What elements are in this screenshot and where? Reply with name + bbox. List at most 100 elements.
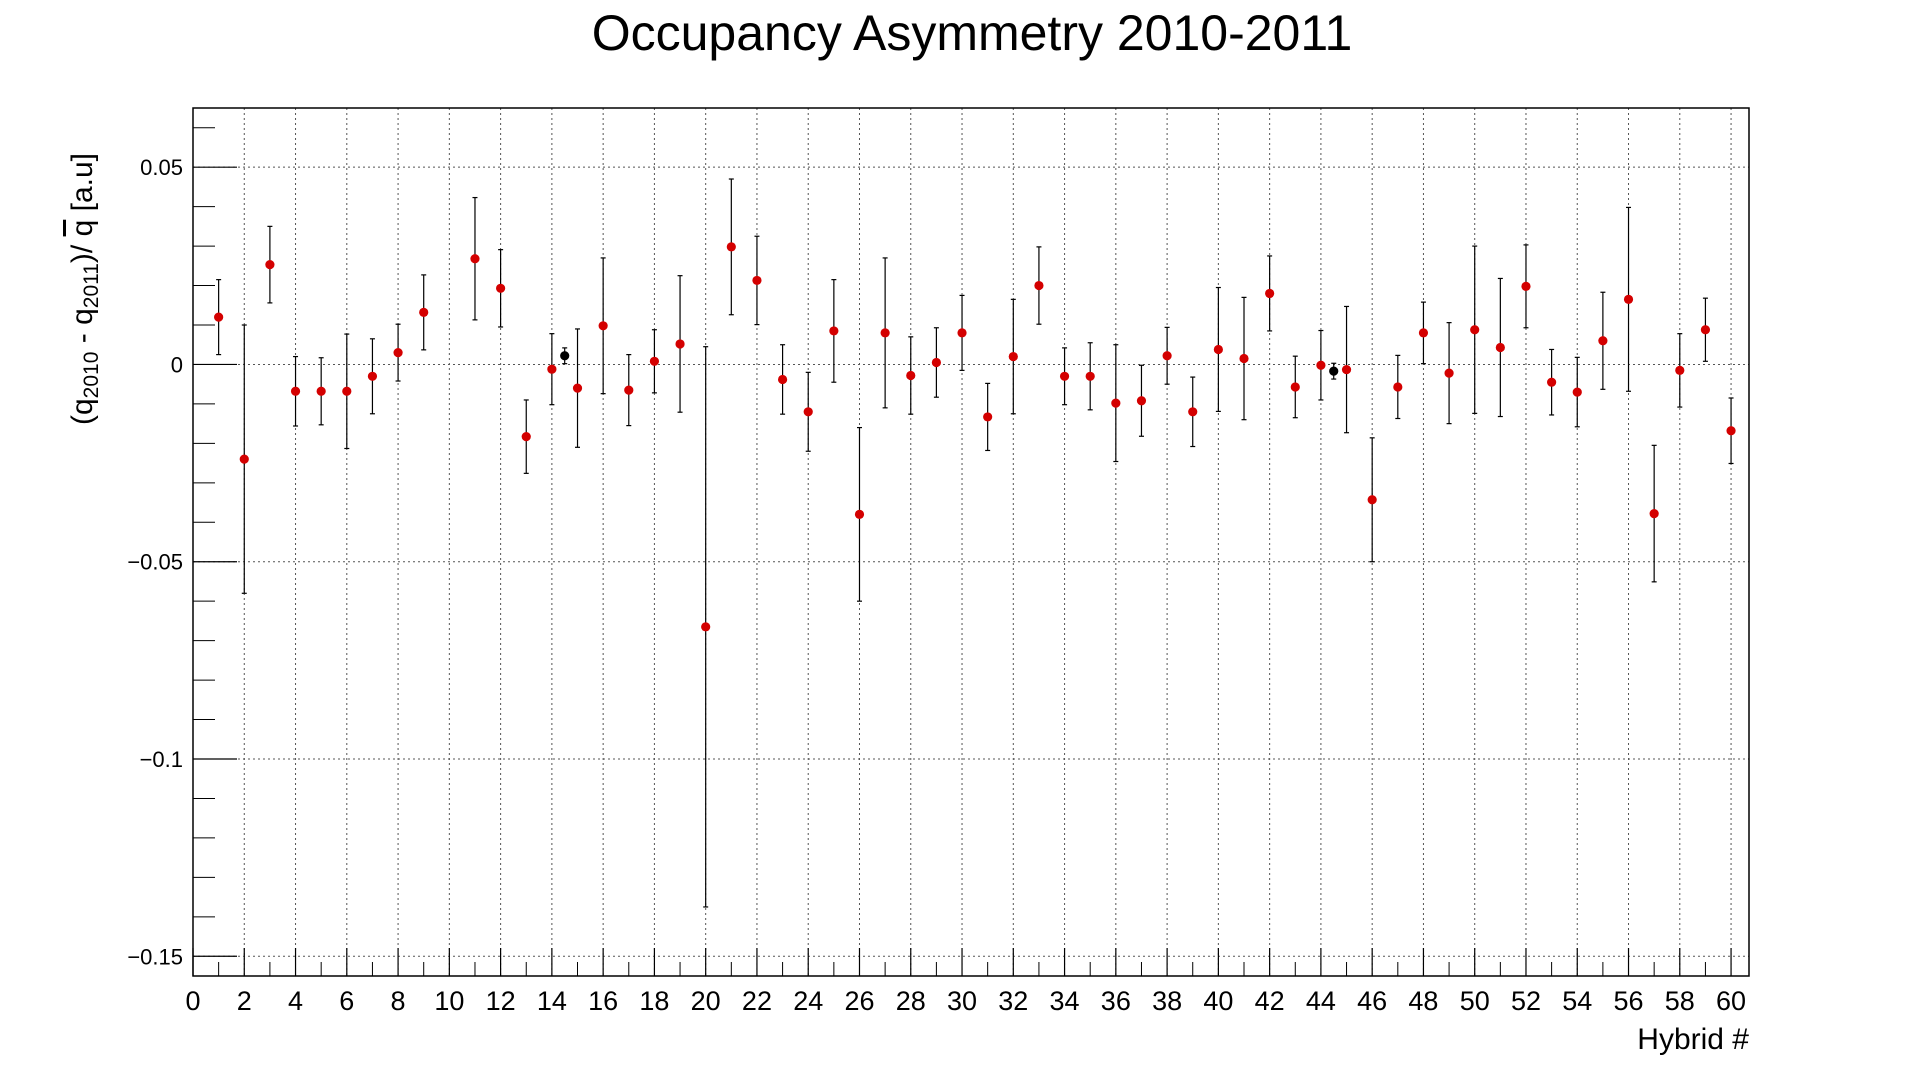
data-point: [854, 426, 865, 602]
data-point: [1290, 355, 1300, 419]
data-point: [906, 336, 916, 415]
data-points: [214, 178, 1736, 908]
data-point: [1239, 296, 1249, 421]
marker: [1700, 325, 1711, 335]
data-point: [1034, 246, 1044, 325]
data-point: [1085, 342, 1095, 411]
x-tick-label: 36: [1101, 986, 1131, 1016]
y-title-close: )/: [66, 236, 99, 263]
marker: [1341, 364, 1352, 375]
x-tick-label: 60: [1716, 986, 1746, 1016]
marker: [1726, 426, 1736, 436]
x-tick-label: 28: [896, 986, 926, 1016]
marker: [342, 386, 352, 396]
series-1: [560, 347, 1339, 380]
data-point: [1675, 333, 1685, 408]
marker: [880, 328, 890, 338]
x-tick-label: 42: [1255, 986, 1285, 1016]
grid-lines: [193, 108, 1749, 976]
data-point: [1572, 356, 1582, 428]
marker: [1136, 396, 1147, 406]
x-tick-label: 50: [1460, 986, 1490, 1016]
data-point: [367, 338, 378, 415]
data-point: [1470, 245, 1480, 414]
marker: [1623, 294, 1634, 304]
data-point: [419, 274, 429, 351]
x-tick-label: 34: [1050, 986, 1080, 1016]
x-tick-label: 22: [742, 986, 772, 1016]
data-point: [265, 225, 275, 304]
marker: [265, 260, 275, 270]
marker: [675, 339, 685, 349]
data-point: [572, 328, 583, 448]
data-point: [1393, 354, 1403, 420]
data-point: [1547, 348, 1557, 416]
marker: [470, 254, 480, 264]
marker: [316, 386, 326, 396]
x-tick-label: 54: [1562, 986, 1592, 1016]
data-point: [214, 279, 224, 356]
data-point: [726, 178, 736, 316]
marker: [239, 454, 249, 464]
marker: [547, 364, 557, 374]
data-point: [1008, 298, 1018, 415]
marker: [393, 348, 403, 358]
data-point: [1598, 291, 1608, 390]
marker: [1162, 351, 1172, 361]
y-axis-title: (q2010 - q2011)/ q [a.u]: [66, 153, 103, 425]
x-tick-label: 32: [998, 986, 1028, 1016]
marker: [931, 357, 941, 368]
data-point: [547, 333, 557, 406]
data-point: [521, 399, 531, 474]
marker: [1085, 371, 1095, 381]
marker: [1316, 360, 1326, 370]
marker: [419, 307, 429, 317]
marker: [1239, 353, 1249, 364]
x-tick-label: 18: [639, 986, 669, 1016]
data-point: [803, 371, 813, 452]
marker: [1495, 342, 1505, 353]
x-tick-label: 40: [1203, 986, 1233, 1016]
x-axis-title: Hybrid #: [1637, 1023, 1749, 1056]
y-title-qbar: q: [66, 220, 99, 237]
marker: [726, 242, 736, 252]
marker: [777, 374, 788, 385]
y-title-open: (q: [66, 398, 99, 425]
marker: [572, 383, 583, 393]
plot-frame: [192, 107, 1750, 977]
y-title-sub2: 2011: [80, 263, 103, 308]
x-tick-label: 30: [947, 986, 977, 1016]
x-tick-label: 8: [391, 986, 406, 1016]
marker: [1521, 281, 1531, 291]
data-point: [1700, 297, 1711, 362]
axes: 0 2 4 6 8 10 12 14 16 18 20 22 24 26 28 30 32 34 36 38 40 42 4…: [127, 127, 1746, 1016]
data-point: [1316, 329, 1326, 401]
y-tick-label: −0.1: [140, 747, 183, 772]
marker: [290, 386, 301, 396]
marker: [1649, 508, 1659, 519]
marker: [803, 407, 813, 417]
marker: [1329, 366, 1339, 376]
x-tick-label: 44: [1306, 986, 1336, 1016]
x-tick-label: 2: [237, 986, 252, 1016]
x-tick-label: 46: [1357, 986, 1387, 1016]
marker: [1213, 344, 1223, 355]
data-point: [1495, 277, 1505, 418]
data-point: [880, 257, 890, 409]
data-point: [675, 275, 685, 413]
marker: [1572, 387, 1582, 397]
marker: [560, 351, 570, 361]
data-point: [470, 196, 480, 321]
y-tick-label: 0: [171, 352, 183, 377]
x-tick-label: 24: [793, 986, 823, 1016]
x-tick-label: 12: [486, 986, 516, 1016]
marker: [214, 312, 224, 322]
data-point: [1623, 206, 1634, 392]
data-point: [1162, 326, 1172, 385]
marker: [367, 371, 378, 381]
data-point: [931, 327, 941, 398]
y-title-minus: - q: [66, 308, 99, 351]
data-point: [1059, 347, 1070, 406]
